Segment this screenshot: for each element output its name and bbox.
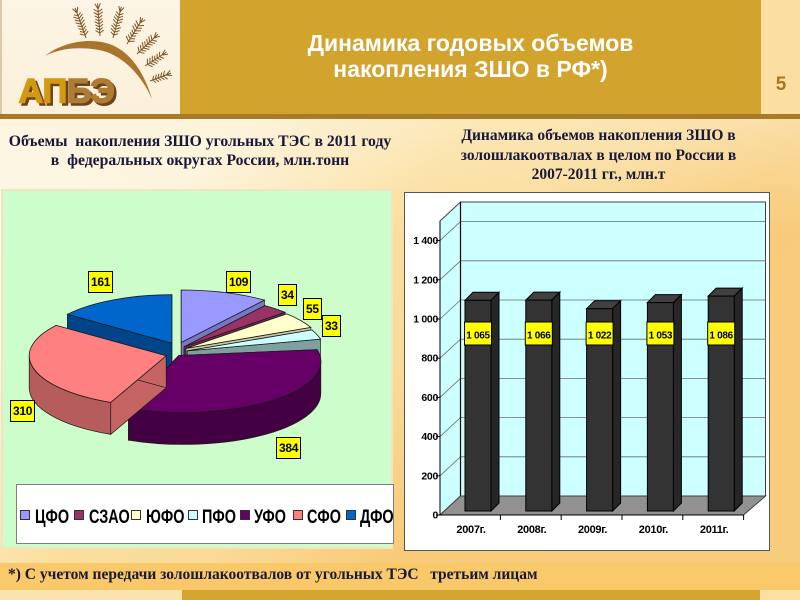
svg-text:2011г.: 2011г.: [700, 524, 729, 536]
svg-text:АПБЭ: АПБЭ: [21, 75, 117, 113]
svg-text:2007г.: 2007г.: [456, 524, 485, 536]
svg-text:1 022: 1 022: [588, 331, 612, 342]
svg-text:200: 200: [421, 470, 438, 482]
svg-text:600: 600: [421, 392, 438, 404]
svg-text:1 065: 1 065: [466, 331, 490, 342]
svg-text:1 000: 1 000: [413, 314, 438, 326]
svg-text:0: 0: [432, 510, 438, 522]
svg-text:400: 400: [421, 431, 438, 443]
svg-text:1 200: 1 200: [413, 274, 438, 286]
svg-text:2010г.: 2010г.: [639, 524, 668, 536]
svg-text:1 066: 1 066: [527, 331, 551, 342]
svg-text:1 400: 1 400: [413, 235, 438, 247]
svg-text:2008г.: 2008г.: [517, 524, 546, 536]
svg-text:800: 800: [421, 353, 438, 365]
svg-text:1 053: 1 053: [649, 331, 673, 342]
svg-text:2009г.: 2009г.: [578, 524, 607, 536]
svg-text:1 086: 1 086: [709, 331, 733, 342]
svg-text:АПБЭ: АПБЭ: [19, 73, 115, 111]
